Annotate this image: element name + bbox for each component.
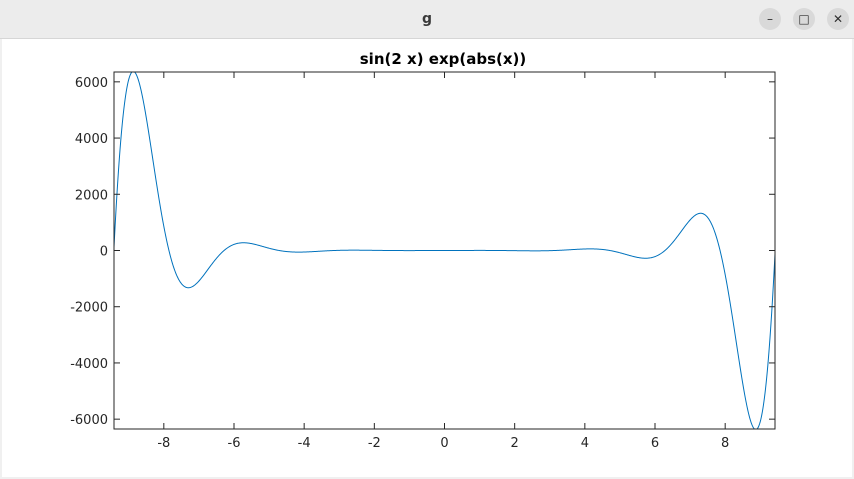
chart-title: sin(2 x) exp(abs(x)) <box>360 50 527 68</box>
title-bar[interactable]: g – □ ✕ <box>0 0 854 39</box>
y-tick-label: -6000 <box>70 413 108 428</box>
x-tick-label: -2 <box>368 436 381 451</box>
x-tick-label: 6 <box>651 436 659 451</box>
x-tick-label: 2 <box>511 436 519 451</box>
y-tick-label: 4000 <box>75 132 108 147</box>
x-tick-label: -8 <box>157 436 170 451</box>
figure-canvas: sin(2 x) exp(abs(x)) -8 -6 -4 -2 0 2 4 6 8 -6000-… <box>2 39 852 477</box>
y-tick-label: 0 <box>100 245 108 260</box>
y-tick-label: -4000 <box>70 357 108 372</box>
x-tick-label: 4 <box>581 436 589 451</box>
axes: -8 -6 -4 -2 0 2 4 6 8 -6000 -4000 -2000 0 2000 4000 600… <box>70 71 776 451</box>
x-tick-label: 8 <box>721 436 729 451</box>
x-tick-label: -4 <box>298 436 311 451</box>
y-tick-label: 2000 <box>75 188 108 203</box>
x-tick-label: 0 <box>440 436 448 451</box>
close-button[interactable]: ✕ <box>827 8 849 30</box>
minimize-button[interactable]: – <box>759 8 781 30</box>
y-tick-label: 6000 <box>75 76 108 91</box>
y-tick-label: -2000 <box>70 301 108 316</box>
x-tick-label: -6 <box>228 436 241 451</box>
window-title: g <box>421 11 433 27</box>
series-line <box>114 72 775 429</box>
plot-svg: sin(2 x) exp(abs(x)) -8 -6 -4 -2 0 2 4 6 8-6000-… <box>70 50 776 451</box>
maximize-button[interactable]: □ <box>793 8 815 30</box>
